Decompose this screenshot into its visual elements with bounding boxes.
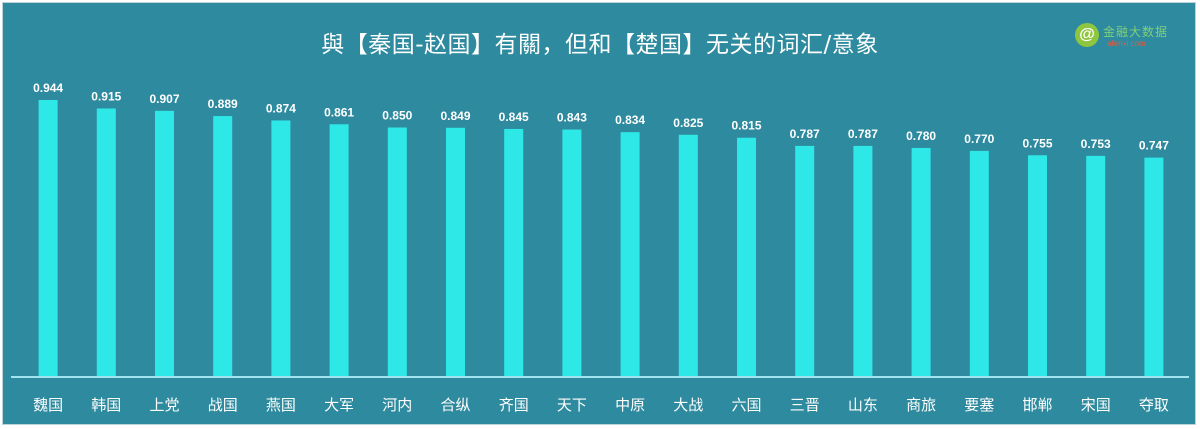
value-label: 0.889 [208,97,238,111]
value-label: 0.753 [1081,137,1111,151]
bar-chart: 0.944 魏国 0.915 韩国 0.907 上党 0.889 战国 0.874 燕国 0.861… [11,81,1189,414]
value-label: 0.787 [790,127,820,141]
logo-name: 金融大数据 [1103,25,1169,39]
category-label: 中原 [615,396,645,414]
value-label: 0.755 [1022,136,1052,150]
category-label: 大军 [324,396,354,414]
at-logo-icon: @ [1075,23,1099,47]
bar-天下 [562,129,582,376]
value-label: 0.815 [731,119,761,133]
value-label: 0.787 [848,127,878,141]
category-label: 宋国 [1081,396,1111,414]
bar-合纵 [446,127,465,376]
category-label: 河内 [382,396,412,414]
value-label: 0.834 [615,113,645,127]
value-label: 0.915 [91,89,121,103]
value-label: 0.780 [906,129,936,143]
bar-中原 [620,132,640,376]
bar-三晋 [795,145,815,376]
bar-韩国 [96,108,116,376]
bar-夺取 [1144,157,1164,376]
bar-齐国 [504,128,524,376]
bar-战国 [213,116,233,376]
bar-山东 [853,145,873,376]
category-label: 要塞 [964,396,994,414]
bar-大战 [678,134,698,376]
bar-上党 [155,110,174,376]
category-label: 六国 [731,396,761,414]
value-label: 0.825 [673,116,703,130]
category-label: 战国 [208,396,238,414]
bar-要塞 [969,150,989,376]
category-label: 天下 [557,396,587,414]
category-label: 上党 [149,396,179,414]
category-label: 夺取 [1139,396,1169,414]
value-label: 0.861 [324,105,354,119]
bar-宋国 [1086,155,1106,376]
logo-url: afenxi.com [1107,39,1146,48]
category-label: 三晋 [790,396,820,414]
category-label: 韩国 [91,396,121,414]
value-label: 0.747 [1139,139,1169,153]
category-label: 魏国 [33,396,63,414]
bar-魏国 [38,100,58,376]
bar-燕国 [271,120,291,377]
category-label: 燕国 [266,396,296,414]
category-label: 合纵 [440,396,470,414]
value-label: 0.843 [557,111,587,125]
bar-商旅 [911,147,931,376]
value-label: 0.944 [33,81,63,95]
category-label: 山东 [848,396,878,414]
logo: @ 金融大数据 afenxi.com [1075,21,1181,51]
value-label: 0.845 [499,110,529,124]
bar-河内 [387,127,407,376]
bar-邯郸 [1028,155,1047,376]
category-label: 商旅 [906,396,936,414]
category-label: 邯郸 [1022,396,1052,414]
value-label: 0.874 [266,101,296,115]
bars-group: 0.944 魏国 0.915 韩国 0.907 上党 0.889 战国 0.874 燕国 0.861… [33,81,1169,414]
category-label: 大战 [673,396,703,414]
value-label: 0.907 [149,92,179,106]
bar-六国 [737,137,756,376]
value-label: 0.850 [382,108,412,122]
chart-title: 與【秦国-赵国】有關，但和【楚国】无关的词汇/意象 [321,32,879,58]
value-label: 0.770 [964,132,994,146]
category-label: 齐国 [499,396,529,414]
value-label: 0.849 [440,109,470,123]
bar-大军 [329,124,349,376]
